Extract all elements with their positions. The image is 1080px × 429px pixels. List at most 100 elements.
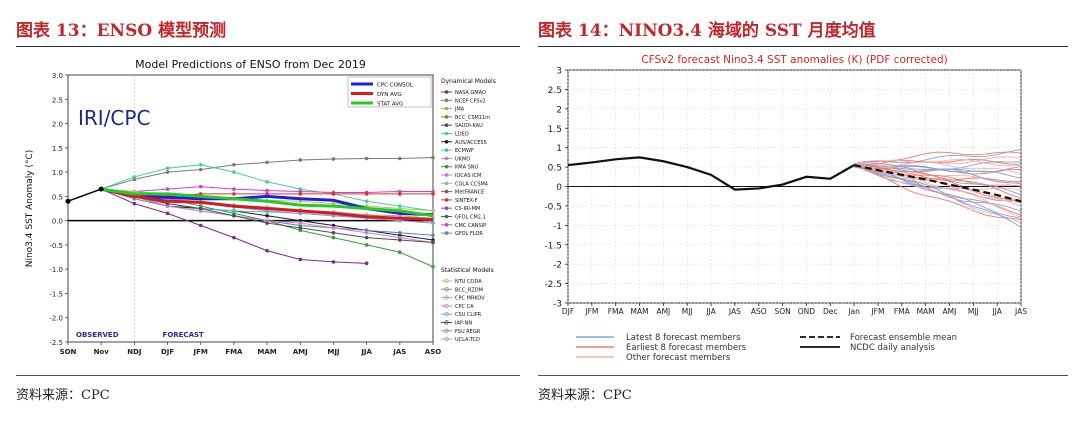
series-marker bbox=[298, 221, 303, 225]
legend-marker bbox=[444, 189, 449, 194]
legend-label: CS-IRI-MM bbox=[455, 206, 480, 212]
series-marker bbox=[398, 192, 402, 196]
legend-marker bbox=[444, 206, 449, 210]
series-marker bbox=[431, 155, 435, 160]
series-marker bbox=[298, 226, 303, 230]
caption-rule bbox=[16, 46, 520, 47]
cfsv2-forecast-chart: -3 -2.5 -2 -1.5 -1 -0.5 0 0.5 1 1.5 2 2.5 3 DJF JFM FMA… bbox=[544, 54, 1027, 363]
legend-marker bbox=[444, 181, 449, 186]
series-marker bbox=[298, 192, 303, 196]
legend-marker bbox=[444, 115, 449, 119]
series-marker bbox=[331, 235, 336, 240]
series-line-STAT AVG bbox=[100, 187, 434, 218]
footer-rule bbox=[16, 375, 520, 376]
enso-chart-container: Model Predictions of ENSO from Dec 2019 N… bbox=[18, 50, 508, 374]
x-tick-label: DJF bbox=[562, 307, 574, 316]
iri-cpc-watermark: IRI/CPC bbox=[78, 106, 150, 130]
y-tick-label: 0.0 bbox=[52, 218, 63, 226]
legend-label: NCDC daily analysis bbox=[850, 343, 936, 353]
legend-marker bbox=[444, 123, 449, 127]
x-tick-label: AMJ bbox=[943, 307, 957, 316]
legend-label: NASA GMAO bbox=[455, 90, 486, 96]
x-tick-label: MJJ bbox=[682, 307, 693, 316]
figure-caption-14: 图表 14：NINO3.4 海域的 SST 月度均值 bbox=[538, 21, 876, 41]
footer-rule bbox=[538, 375, 1068, 376]
y-tick-label: 1.5 bbox=[548, 125, 562, 135]
legend-label: NTU CODA bbox=[455, 279, 482, 285]
ensemble-mean-line bbox=[853, 164, 1022, 203]
legend-label: BCC_RZDM bbox=[455, 287, 483, 293]
legend-marker bbox=[444, 214, 449, 219]
series-marker bbox=[198, 163, 203, 167]
legend-marker bbox=[444, 303, 449, 309]
source-note: 资料来源：CPC bbox=[16, 388, 110, 403]
x-tick-label: JAS bbox=[1014, 307, 1027, 316]
legend-marker bbox=[444, 328, 449, 333]
series-marker bbox=[431, 264, 435, 269]
y-tick-label: -1 bbox=[553, 222, 562, 232]
y-tick-label: -2.5 bbox=[49, 339, 63, 347]
legend-label: IOCAS ICM bbox=[455, 173, 481, 179]
legend-marker bbox=[444, 131, 449, 136]
x-tick-label: JJA bbox=[705, 307, 716, 316]
legend-marker bbox=[444, 278, 449, 284]
y-tick-label: 1.5 bbox=[52, 145, 63, 153]
series-marker bbox=[364, 192, 369, 196]
y-tick-label: -2.5 bbox=[544, 280, 562, 290]
x-tick-label: ASO bbox=[751, 307, 767, 316]
y-tick-label: -1.0 bbox=[49, 266, 63, 274]
legend-label: Other forecast members bbox=[626, 353, 731, 363]
legend-label: CPC MRKOV bbox=[455, 296, 485, 302]
figure-caption-13: 图表 13：ENSO 模型预测 bbox=[16, 21, 227, 41]
y-tick-label: 0.5 bbox=[52, 193, 63, 201]
x-tick-label: MJJ bbox=[327, 348, 339, 356]
series-marker bbox=[232, 170, 236, 174]
x-tick-label: AMJ bbox=[293, 348, 308, 356]
legend-label: SAUDI-KAU bbox=[455, 123, 483, 129]
legend-label: UKMO bbox=[455, 156, 470, 162]
observed-line bbox=[67, 188, 102, 202]
chart-title: CFSv2 forecast Nino3.4 SST anomalies (K)… bbox=[641, 54, 947, 66]
x-tick-label: JFM bbox=[584, 307, 598, 316]
legend-label: LDEO bbox=[455, 132, 469, 138]
legend-label: Earliest 8 forecast members bbox=[626, 343, 747, 353]
ncdc-analysis-line bbox=[567, 156, 855, 191]
series-marker bbox=[364, 199, 369, 204]
x-tick-label: Nov bbox=[94, 348, 110, 356]
y-tick-label: 2 bbox=[556, 105, 562, 115]
x-tick-label: MAM bbox=[257, 348, 276, 356]
forecast-member-line bbox=[854, 166, 1022, 219]
legend-label: UCLA-TCD bbox=[455, 337, 480, 343]
y-tick-label: -0.5 bbox=[544, 202, 562, 212]
legend-label: Forecast ensemble mean bbox=[850, 333, 957, 343]
series-marker bbox=[364, 156, 369, 161]
x-tick-label: SON bbox=[60, 348, 77, 356]
legend-marker bbox=[444, 90, 449, 94]
series-marker bbox=[298, 158, 303, 162]
x-tick-label: MJJ bbox=[968, 307, 979, 316]
x-tick-label: MAM bbox=[917, 307, 935, 316]
series-marker bbox=[232, 235, 236, 240]
y-tick-label: -0.5 bbox=[49, 242, 63, 250]
series-marker bbox=[232, 163, 236, 167]
series-marker bbox=[331, 226, 336, 230]
y-tick-label: -1.5 bbox=[544, 241, 562, 251]
series-marker bbox=[132, 201, 137, 206]
series-marker bbox=[398, 238, 402, 242]
series-marker bbox=[431, 209, 435, 213]
observed-label: OBSERVED bbox=[76, 331, 119, 339]
series-marker bbox=[265, 192, 269, 196]
chart-title: Model Predictions of ENSO from Dec 2019 bbox=[135, 58, 366, 71]
y-tick-label: 3.0 bbox=[52, 72, 63, 80]
legend-label: KMA SNU bbox=[455, 165, 479, 171]
forecast-member-line bbox=[854, 163, 1022, 185]
legend-marker bbox=[444, 98, 449, 103]
x-tick-label: Jan bbox=[847, 307, 860, 316]
x-tick-label: MAM bbox=[630, 307, 648, 316]
x-tick-label: JFM bbox=[193, 348, 208, 356]
forecast-label: FORECAST bbox=[163, 331, 205, 339]
statistical-legend-title: Statistical Models bbox=[441, 267, 494, 274]
forecast-member-line bbox=[853, 162, 1022, 191]
avg-legend-label: CPC CONSOL bbox=[377, 83, 414, 89]
legend-label: GFDL CM2.1 bbox=[455, 215, 486, 221]
